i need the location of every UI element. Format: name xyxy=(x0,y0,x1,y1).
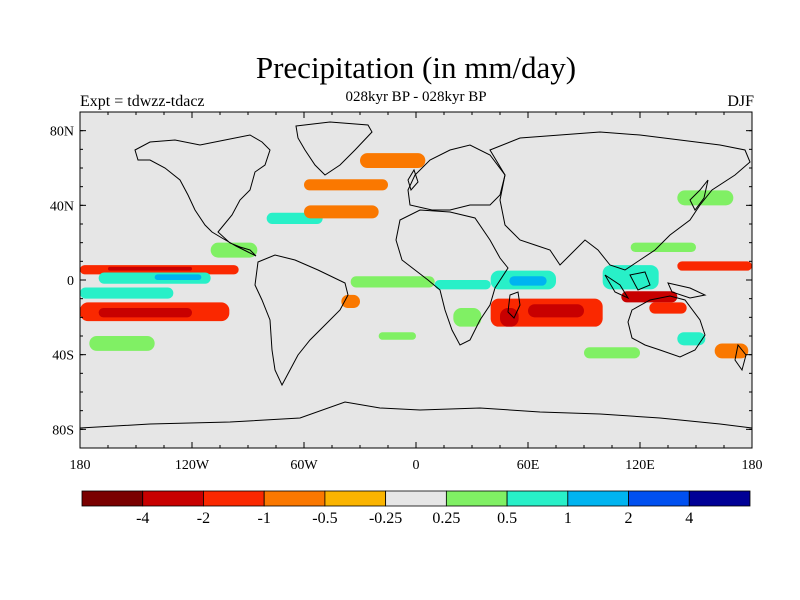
anomaly-region xyxy=(98,308,192,318)
x-axis: 180 120W 60W 0 60E 120E 180 xyxy=(70,112,763,473)
anomaly-region xyxy=(528,304,584,318)
y-axis: 80N 40N 0 40S 80S xyxy=(50,111,752,449)
y-tick-label: 80N xyxy=(50,125,74,140)
x-tick-label: 60W xyxy=(290,458,318,473)
colorbar-label: 0.5 xyxy=(497,510,517,527)
coastline-britain xyxy=(407,168,419,192)
colorbar-swatch xyxy=(142,490,204,507)
map-area xyxy=(79,111,753,449)
coastline-greenland xyxy=(295,121,373,176)
anomaly-region xyxy=(500,308,519,327)
colorbar-swatch xyxy=(628,490,690,507)
anomaly-region xyxy=(89,336,155,351)
anomaly-region xyxy=(360,153,426,168)
colorbar-label: -0.25 xyxy=(369,510,402,527)
coastline-north-america xyxy=(134,134,271,257)
colorbar-label: -1 xyxy=(258,510,271,527)
anomaly-region xyxy=(378,332,416,340)
y-tick-label: 0 xyxy=(67,274,74,289)
coastline-south-america xyxy=(254,254,349,387)
colorbar-swatch xyxy=(324,490,387,507)
colorbar-label: 2 xyxy=(625,510,633,527)
colorbar-swatch xyxy=(81,490,144,507)
coastline-borneo xyxy=(629,271,651,291)
anomaly-region xyxy=(80,287,174,299)
colorbar-label: 1 xyxy=(564,510,572,527)
coastline-asia xyxy=(489,131,751,271)
coastline-japan xyxy=(689,179,709,211)
season-label: DJF xyxy=(727,93,754,110)
x-tick-label: 120W xyxy=(175,458,210,473)
anomaly-region xyxy=(304,205,379,219)
anomaly-region xyxy=(210,242,258,258)
chart-subtitle: 028kyr BP - 028kyr BP xyxy=(345,89,487,105)
y-tick-label: 40S xyxy=(52,349,74,364)
coastline-layer xyxy=(80,121,752,429)
colorbar-label: -4 xyxy=(136,510,149,527)
coastline-new-guinea xyxy=(667,282,707,299)
y-tick-label: 80S xyxy=(52,423,74,438)
coastline-madagascar xyxy=(507,291,521,319)
coastline-sumatra xyxy=(604,274,630,300)
y-tick-label: 40N xyxy=(50,199,74,214)
colorbar-swatch xyxy=(567,490,629,507)
coastline-new-zealand xyxy=(734,343,747,372)
anomaly-region xyxy=(434,280,491,290)
anomaly-region xyxy=(154,274,202,280)
anomaly-region xyxy=(677,261,752,271)
anomaly-region xyxy=(108,266,192,271)
chart-title: Precipitation (in mm/day) xyxy=(255,50,577,85)
colorbar-swatch xyxy=(688,490,751,507)
x-tick-label: 180 xyxy=(742,458,763,473)
x-tick-label: 120E xyxy=(625,458,655,473)
coastline-antarctica xyxy=(80,401,752,429)
x-tick-label: 60E xyxy=(517,458,540,473)
anomaly-region xyxy=(649,302,687,314)
colorbar-swatch xyxy=(385,490,447,507)
anomaly-region xyxy=(584,347,640,359)
anomaly-region xyxy=(621,291,678,303)
coastline-africa xyxy=(395,209,509,346)
colorbar-label: -2 xyxy=(197,510,210,527)
coastline-australia xyxy=(627,295,706,358)
coastline-europe xyxy=(407,144,506,211)
colorbar: -4 -2 -1 -0.5 -0.25 0.25 0.5 1 2 4 xyxy=(81,490,751,527)
anomaly-region xyxy=(509,276,547,286)
colorbar-label: 0.25 xyxy=(432,510,460,527)
colorbar-swatch xyxy=(263,490,326,507)
anomaly-region xyxy=(630,242,696,252)
colorbar-swatch xyxy=(203,490,265,507)
experiment-label: Expt = tdwzz-tdacz xyxy=(80,93,205,110)
anomaly-region xyxy=(677,332,706,346)
x-tick-label: 180 xyxy=(70,458,91,473)
anomaly-region xyxy=(304,179,388,191)
colorbar-swatch xyxy=(506,490,569,507)
colorbar-swatch xyxy=(445,490,508,507)
x-tick-label: 0 xyxy=(413,458,420,473)
anomaly-region xyxy=(350,276,435,288)
colorbar-label: 4 xyxy=(685,510,693,527)
anomaly-region xyxy=(453,308,482,327)
colorbar-label: -0.5 xyxy=(312,510,337,527)
